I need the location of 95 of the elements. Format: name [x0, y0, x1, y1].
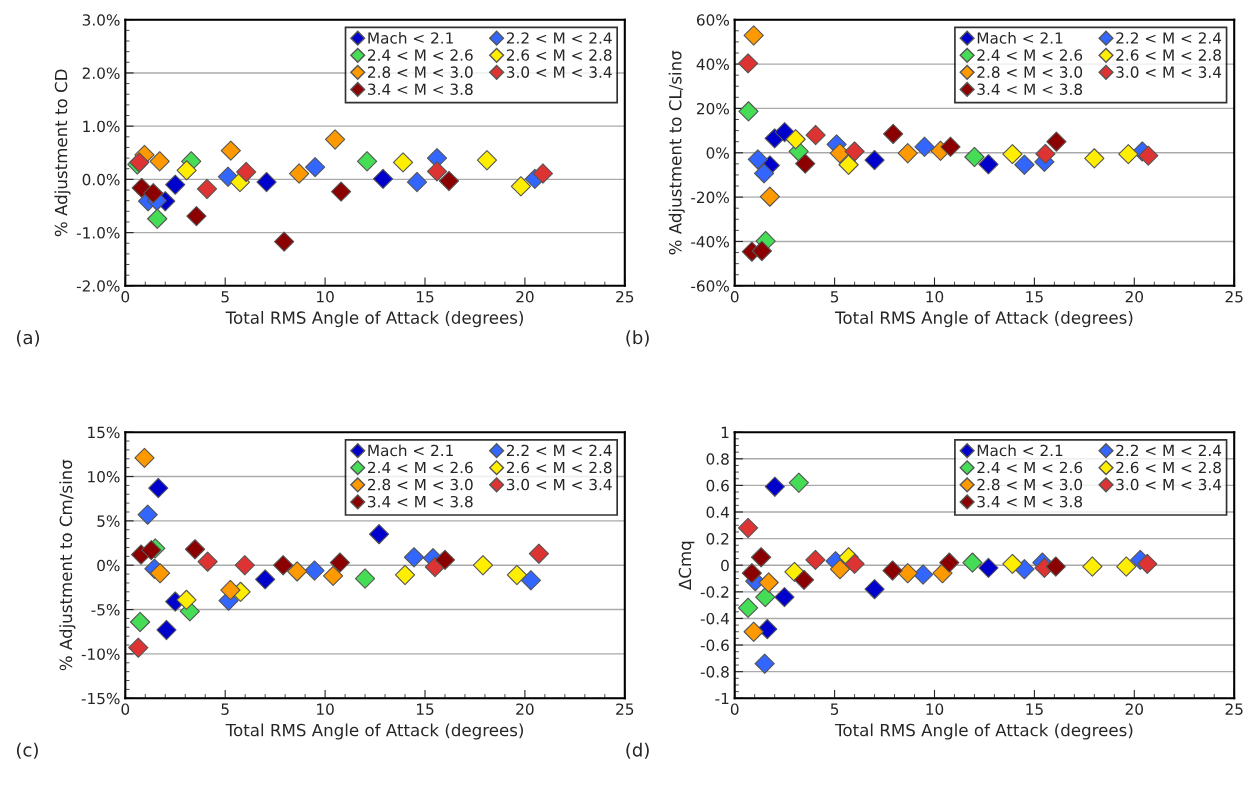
legend-label: 2.6 < M < 2.8 — [506, 49, 612, 61]
legend-label: 3.0 < M < 3.4 — [1116, 66, 1222, 78]
legend-label: 2.2 < M < 2.4 — [506, 32, 612, 44]
legend-label: 3.4 < M < 3.8 — [368, 83, 473, 96]
y-tick-label: 60% — [696, 14, 729, 26]
y-tick-label: -0.6 — [700, 639, 729, 652]
x-tick-label: 20 — [516, 703, 534, 715]
legend-label: 3.0 < M < 3.4 — [506, 66, 612, 78]
text: (d) — [626, 742, 649, 759]
y-tick-label: -40% — [691, 235, 729, 248]
legend-label: 2.8 < M < 3.0 — [977, 66, 1083, 78]
legend-label: 3.4 < M < 3.8 — [977, 83, 1083, 96]
y-tick-label: 1.0% — [83, 120, 120, 133]
legend-label: 2.4 < M < 2.6 — [368, 461, 473, 474]
legend-label: Mach < 2.1 — [368, 31, 453, 44]
y-tick-label: -15% — [81, 692, 120, 705]
text: (a) — [16, 330, 40, 347]
y-tick-label: 0 — [721, 559, 729, 572]
x-tick-label: 20 — [516, 290, 534, 303]
y-tick-label: -0.8 — [700, 666, 729, 678]
y-tick-label: 2.0% — [82, 67, 120, 79]
x-tick-label: 0 — [730, 703, 739, 715]
legend-label: 2.4 < M < 2.6 — [977, 49, 1083, 61]
x-tick-label: 25 — [616, 703, 634, 715]
y-tick-label: 15% — [88, 426, 120, 439]
y-tick-label: -10% — [81, 648, 120, 660]
legend-label: 2.8 < M < 3.0 — [368, 66, 473, 78]
x-tick-label: 5 — [830, 291, 839, 303]
legend-label: 2.2 < M < 2.4 — [1116, 444, 1222, 456]
x-tick-label: 5 — [221, 703, 229, 715]
x-tick-label: 10 — [317, 290, 334, 303]
legend-label: 3.4 < M < 3.8 — [368, 495, 473, 508]
x-tick-label: 25 — [1225, 703, 1243, 715]
x-tick-label: 25 — [1225, 290, 1243, 303]
y-tick-label: 3.0% — [82, 14, 120, 26]
y-tick-label: 0.8 — [706, 453, 729, 465]
x-tick-label: 5 — [830, 703, 839, 715]
y-tick-label: 0.6 — [706, 479, 729, 492]
x-tick-label: 10 — [317, 703, 334, 715]
x-tick-label: 15 — [416, 291, 434, 303]
legend-label: 2.8 < M < 3.0 — [977, 478, 1083, 491]
legend-label: Mach < 2.1 — [368, 444, 453, 457]
y-tick-label: -2.0% — [76, 280, 120, 292]
legend-label: Mach < 2.1 — [977, 444, 1063, 457]
text: (b) — [626, 330, 649, 347]
y-tick-label: -1 — [715, 692, 729, 705]
legend-label: 2.8 < M < 3.0 — [368, 478, 473, 491]
x-tick-label: 15 — [1026, 291, 1043, 303]
y-tick-label: -1.0% — [76, 227, 120, 239]
x-tick-label: 25 — [616, 290, 634, 303]
legend-label: 2.6 < M < 2.8 — [1116, 49, 1221, 61]
legend-label: 2.4 < M < 2.6 — [977, 461, 1083, 474]
y-axis-title: % Adjustment to CL/sinσ — [668, 50, 685, 255]
y-tick-label: 0.0% — [82, 173, 120, 186]
x-tick-label: 10 — [926, 703, 944, 715]
x-tick-label: 15 — [416, 703, 434, 715]
legend-label: 3.0 < M < 3.4 — [506, 478, 612, 491]
x-tick-label: 0 — [121, 703, 130, 715]
x-tick-label: 0 — [121, 290, 130, 303]
legend-label: Mach < 2.1 — [977, 31, 1063, 44]
x-tick-label: 20 — [1125, 290, 1144, 303]
x-tick-label: 15 — [1026, 703, 1043, 715]
x-tick-label: 5 — [221, 291, 229, 303]
text: (c) — [16, 742, 38, 759]
y-tick-label: -20% — [691, 191, 729, 204]
x-tick-label: 0 — [730, 290, 739, 303]
legend-label: 2.2 < M < 2.4 — [506, 444, 612, 456]
y-tick-label: 40% — [696, 58, 729, 71]
y-tick-label: 0.2 — [706, 533, 729, 545]
y-tick-label: 20% — [697, 102, 729, 115]
legend-label: 2.4 < M < 2.6 — [368, 49, 473, 61]
y-tick-label: 0% — [706, 147, 729, 159]
y-tick-label: 1 — [721, 426, 729, 438]
y-axis-title: ΔCmq — [678, 541, 695, 591]
y-tick-label: -60% — [691, 280, 729, 292]
legend-label: 2.2 < M < 2.4 — [1116, 32, 1222, 44]
x-axis-title: Total RMS Angle of Attack (degrees) — [225, 723, 523, 740]
x-axis-title: Total RMS Angle of Attack (degrees) — [225, 311, 523, 328]
x-axis-title: Total RMS Angle of Attack (degrees) — [835, 723, 1133, 740]
y-tick-label: 0.4 — [706, 506, 729, 519]
x-tick-label: 10 — [926, 290, 944, 303]
y-tick-label: -5% — [91, 604, 120, 616]
legend-label: 3.0 < M < 3.4 — [1116, 478, 1222, 491]
y-axis-title: % Adjustment to Cm/sinσ — [59, 459, 76, 671]
y-tick-label: 10% — [88, 470, 120, 483]
y-tick-label: -0.4 — [700, 612, 729, 625]
x-axis-title: Total RMS Angle of Attack (degrees) — [835, 311, 1133, 328]
legend-label: 3.4 < M < 3.8 — [977, 495, 1083, 508]
legend-label: 2.6 < M < 2.8 — [1116, 461, 1221, 474]
y-tick-label: 0% — [97, 559, 120, 572]
legend-label: 2.6 < M < 2.8 — [506, 461, 612, 474]
y-tick-label: -0.2 — [700, 586, 729, 598]
y-axis-title: % Adjustment to CD — [54, 69, 71, 237]
x-tick-label: 20 — [1125, 703, 1144, 715]
y-tick-label: 5% — [97, 515, 120, 527]
